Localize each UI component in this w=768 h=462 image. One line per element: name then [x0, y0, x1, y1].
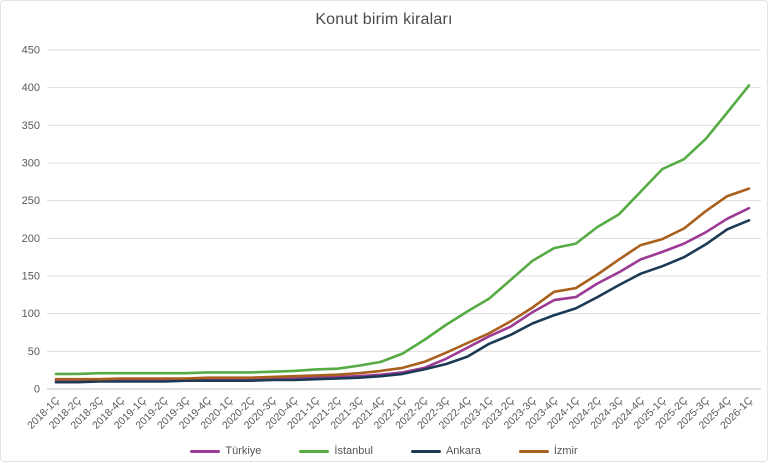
legend-label: Ankara	[445, 445, 481, 457]
y-tick-label-150: 150	[22, 271, 40, 283]
series-line-ankara	[54, 219, 751, 384]
series-line-i-zmir	[54, 187, 751, 381]
legend-label: İzmir	[553, 445, 578, 457]
y-tick-label-100: 100	[22, 308, 40, 320]
y-tick-label-0: 0	[34, 384, 40, 396]
y-tick-label-50: 50	[28, 346, 40, 358]
legend-item-i-stanbul[interactable]: İstanbul	[299, 445, 373, 457]
y-tick-label-200: 200	[22, 233, 40, 245]
legend-item-ankara[interactable]: Ankara	[410, 445, 481, 457]
legend-label: Türkiye	[225, 445, 262, 457]
legend-swatch-icon	[518, 449, 549, 453]
legend-swatch-icon	[190, 449, 221, 453]
chart-title: Konut birim kiraları	[315, 11, 453, 28]
y-tick-label-400: 400	[22, 82, 40, 94]
series-line-i-stanbul	[54, 84, 751, 376]
y-tick-label-250: 250	[22, 195, 40, 207]
legend-swatch-icon	[299, 449, 330, 453]
y-tick-label-300: 300	[22, 158, 40, 170]
chart-legend: Türkiye İstanbul Ankara İzmir	[1, 445, 767, 457]
legend-label: İstanbul	[334, 445, 373, 457]
y-tick-label-350: 350	[22, 120, 40, 132]
legend-item-i-zmir[interactable]: İzmir	[518, 445, 578, 457]
legend-item-t-rkiye[interactable]: Türkiye	[190, 445, 261, 457]
y-tick-label-450: 450	[22, 45, 40, 57]
legend-swatch-icon	[410, 449, 441, 453]
